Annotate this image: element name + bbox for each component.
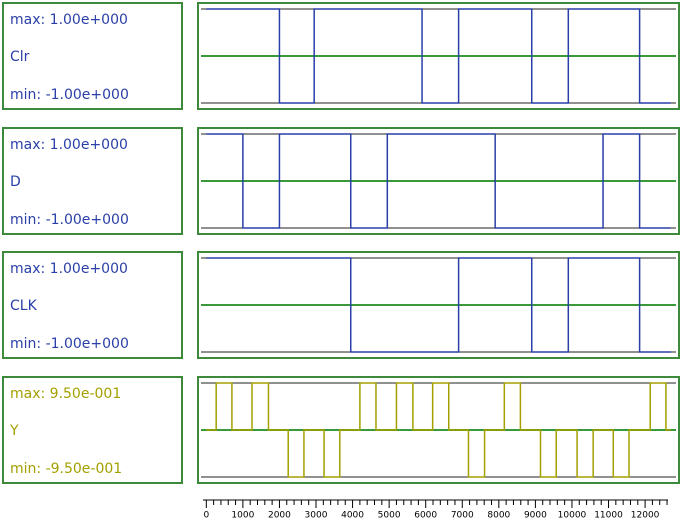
min-label: min: -9.50e-001 (10, 461, 122, 477)
min-label: min: -1.00e+000 (10, 87, 129, 103)
label-box (2, 376, 183, 484)
x-tick-label: 1000 (231, 511, 254, 521)
x-tick-label: 6000 (414, 511, 437, 521)
x-tick-label: 8000 (487, 511, 510, 521)
waveform (206, 257, 671, 353)
max-label: max: 1.00e+000 (10, 12, 128, 28)
x-tick-label: 11000 (594, 511, 623, 521)
x-tick-label: 0 (203, 511, 209, 521)
x-tick-label: 5000 (378, 511, 401, 521)
x-tick-label: 3000 (305, 511, 328, 521)
signal-name: CLK (10, 298, 38, 314)
signal-name: Y (9, 423, 19, 439)
min-label: min: -1.00e+000 (10, 212, 129, 228)
x-tick-label: 2000 (268, 511, 291, 521)
label-box (2, 127, 183, 235)
waveform (206, 8, 671, 104)
signal-name: Clr (10, 49, 30, 65)
max-label: max: 1.00e+000 (10, 137, 128, 153)
label-box (2, 251, 183, 359)
x-tick-label: 10000 (558, 511, 587, 521)
label-box (2, 2, 183, 110)
x-tick-label: 4000 (341, 511, 364, 521)
x-tick-label: 9000 (524, 511, 547, 521)
max-label: max: 1.00e+000 (10, 261, 128, 277)
waveform (206, 382, 671, 478)
min-label: min: -1.00e+000 (10, 336, 129, 352)
max-label: max: 9.50e-001 (10, 386, 121, 402)
x-tick-label: 7000 (451, 511, 474, 521)
x-tick-label: 12000 (631, 511, 660, 521)
signal-name: D (10, 174, 21, 190)
waveform (206, 133, 671, 229)
